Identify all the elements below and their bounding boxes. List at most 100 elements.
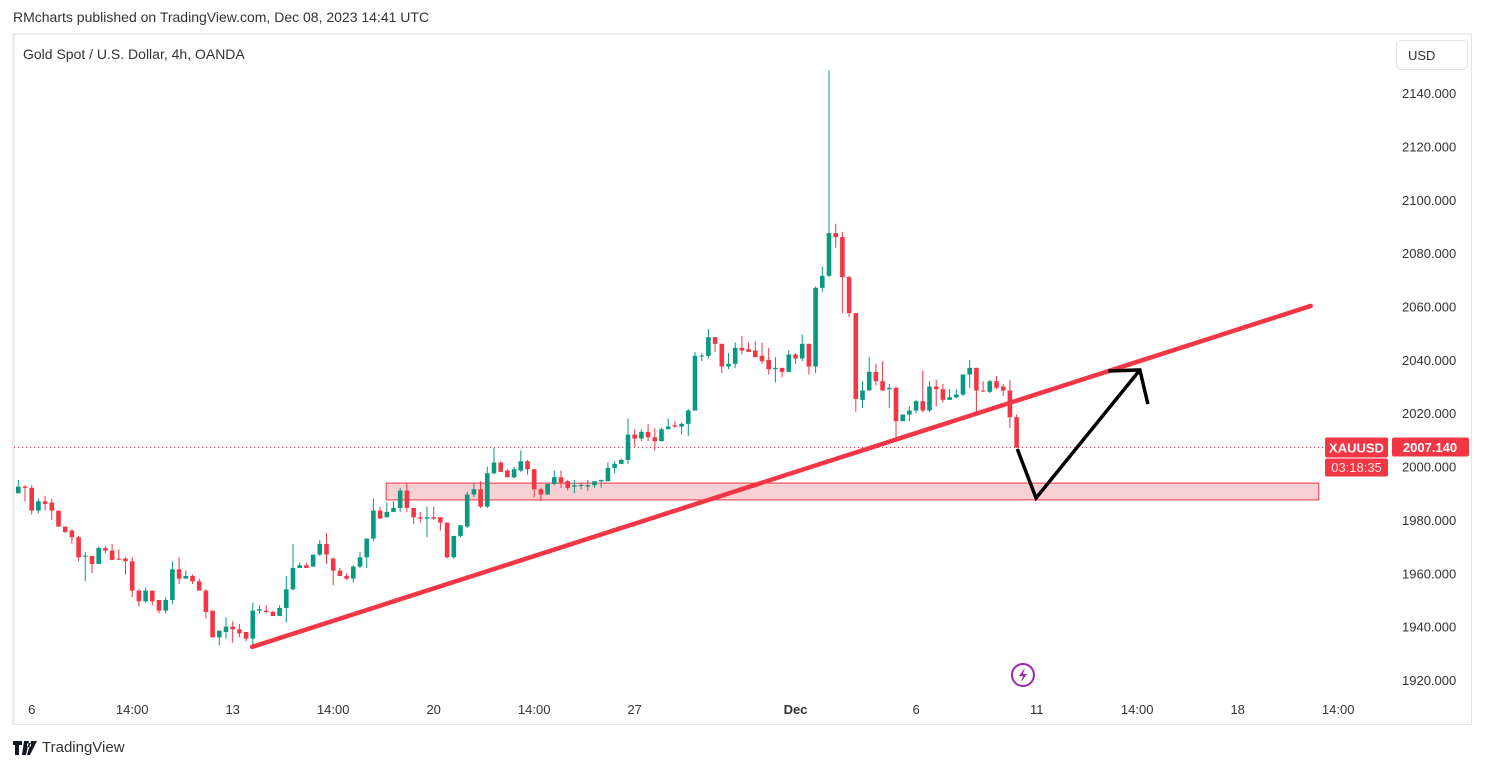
candle-body — [659, 429, 664, 442]
candle-body — [518, 461, 524, 471]
candle-body — [565, 481, 570, 488]
candle-body — [22, 486, 28, 488]
x-tick-label: 14:00 — [317, 702, 350, 717]
candle-body — [739, 347, 745, 351]
candle-body — [136, 590, 142, 602]
symbol-label: XAUUSD — [1329, 441, 1384, 456]
candle-body — [840, 237, 845, 278]
candle-body — [129, 561, 135, 591]
candle-body — [257, 609, 262, 611]
candle-body — [665, 426, 671, 430]
candle-body — [89, 555, 95, 564]
y-tick-label: 1960.000 — [1402, 566, 1456, 581]
candle-body — [853, 313, 859, 400]
chart-frame — [12, 33, 1472, 725]
candle-body — [29, 487, 34, 511]
candle-body — [578, 484, 584, 486]
x-tick-label: 27 — [627, 702, 641, 717]
candle-body — [317, 543, 323, 555]
candle-body — [1000, 386, 1006, 391]
candle-body — [940, 389, 946, 400]
candle-body — [585, 485, 591, 487]
candle-body — [491, 462, 497, 474]
candle-body — [444, 522, 450, 558]
y-tick-label: 2140.000 — [1402, 86, 1456, 101]
candle-body — [933, 386, 939, 390]
candle-body — [974, 367, 979, 391]
candle-body — [344, 575, 349, 579]
candle-body — [893, 387, 899, 422]
brand-name: TradingView — [42, 739, 125, 756]
last-price-label-bg — [1392, 437, 1469, 457]
candle-body — [558, 477, 564, 483]
candle-body — [217, 630, 222, 638]
candle-body — [418, 517, 423, 519]
candle-body — [505, 470, 510, 478]
candle-body — [223, 626, 229, 632]
candle-body — [619, 459, 624, 464]
candle-body — [927, 386, 932, 411]
projection-arrow — [1015, 368, 1142, 502]
candle-body — [639, 431, 644, 439]
candle-body — [947, 397, 952, 400]
bar-countdown-bg — [1325, 458, 1388, 477]
candle-body — [1014, 417, 1019, 448]
candle-body — [692, 355, 698, 411]
candle-body — [391, 507, 396, 512]
x-tick-label: 18 — [1230, 702, 1244, 717]
candle-body — [887, 387, 892, 390]
candle-body — [330, 558, 336, 571]
candle-body — [384, 511, 390, 518]
candle-body — [49, 502, 55, 511]
x-tick-label: 6 — [912, 702, 919, 717]
candle-body — [913, 401, 919, 411]
candle-body — [605, 467, 611, 482]
candle-body — [150, 590, 155, 602]
arrow-head — [1108, 368, 1150, 405]
candle-body — [96, 547, 101, 564]
y-tick-label: 2120.000 — [1402, 139, 1456, 154]
footer-brand[interactable]: TradingView — [13, 739, 125, 756]
candle-body — [116, 558, 122, 560]
candle-body — [458, 525, 463, 536]
candle-body — [404, 490, 410, 508]
support-zone — [385, 482, 1320, 501]
candle-body — [478, 489, 483, 507]
candle-body — [967, 367, 972, 375]
candle-body — [76, 537, 81, 558]
candle-body — [686, 410, 691, 424]
x-tick-label: 14:00 — [518, 702, 551, 717]
candle-body — [351, 566, 356, 579]
candle-body — [284, 589, 289, 608]
candle-body — [652, 437, 658, 442]
candle-body — [954, 394, 959, 398]
candle-body — [753, 350, 758, 358]
candle-body — [109, 550, 115, 560]
candle-body — [237, 629, 242, 634]
candle-body — [411, 507, 416, 518]
candle-body — [156, 599, 162, 611]
candle-body — [706, 337, 711, 356]
candle-body — [679, 423, 684, 427]
candle-body — [960, 374, 966, 395]
candle-body — [83, 555, 88, 557]
candle-body — [799, 343, 805, 359]
candle-body — [592, 481, 597, 486]
candle-body — [290, 567, 296, 590]
candle-body — [438, 517, 443, 523]
currency-button[interactable]: USD — [1396, 40, 1468, 70]
candle-body — [833, 233, 838, 238]
candle-body — [907, 410, 912, 415]
candle-body — [170, 569, 175, 600]
x-tick-label: Dec — [784, 702, 808, 717]
candle-body — [377, 510, 383, 519]
candle-body — [310, 554, 316, 567]
candle-body — [103, 547, 108, 551]
candle-body — [793, 354, 798, 359]
candle-body — [846, 277, 852, 314]
candle-body — [163, 599, 168, 611]
candle-body — [813, 287, 818, 367]
candle-body — [431, 517, 436, 519]
x-tick-label: 20 — [426, 702, 440, 717]
